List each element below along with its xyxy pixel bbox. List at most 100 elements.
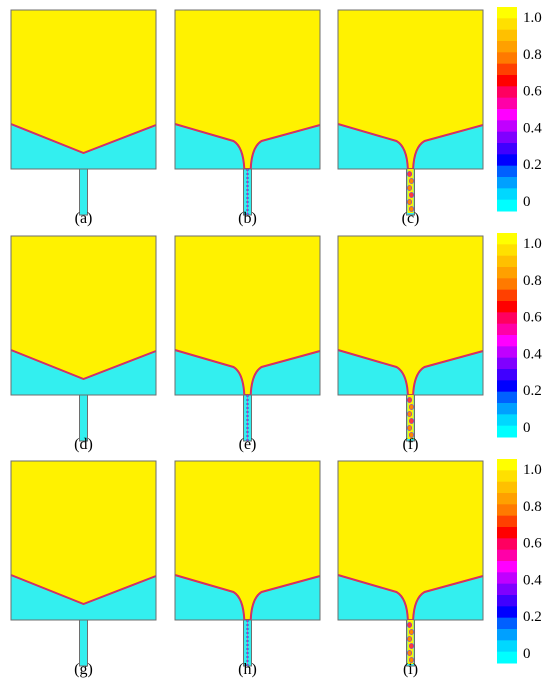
panel-h: (h) [174, 460, 321, 678]
colorbar-band [497, 244, 517, 257]
channel-droplet [408, 178, 414, 184]
colorbar-tick-label: 0 [523, 646, 531, 662]
colorbar-band [497, 538, 517, 551]
colorbar-band [497, 640, 517, 653]
colorbar-tick-label: 0.2 [523, 383, 542, 399]
colorbar-tick-label: 0 [523, 420, 531, 436]
colorbar-tick-label: 0.8 [523, 273, 542, 289]
colorbar-band [497, 188, 517, 201]
colorbar-band [497, 143, 517, 155]
chamber-upper-phase [11, 461, 156, 604]
panel-b: (b) [174, 9, 321, 227]
colorbar-band [497, 131, 517, 144]
channel-droplet [408, 404, 414, 410]
chamber-upper-phase [175, 236, 320, 395]
channel-droplet [406, 425, 412, 431]
colorbar-band [497, 561, 517, 573]
colorbar-band [497, 515, 517, 528]
colorbar-band [497, 199, 517, 212]
colorbar-band [497, 177, 517, 189]
colorbar-band [497, 278, 517, 291]
colorbar-band [497, 86, 517, 99]
channel-droplet [408, 432, 414, 438]
colorbar-2: 1.0 0.8 0.6 0.4 0.2 0 [497, 233, 542, 438]
colorbar-band [497, 651, 517, 664]
channel-droplet [408, 629, 414, 635]
colorbar-band [497, 335, 517, 347]
panel-d: (d) [10, 235, 157, 453]
channel-droplet [406, 171, 412, 177]
colorbar-tick-label: 0 [523, 194, 531, 210]
panel-label: (g) [74, 661, 93, 678]
panel-e: (e) [174, 235, 321, 453]
colorbar-band [497, 7, 517, 19]
channel-droplet [406, 650, 412, 656]
channel-fluid-column [407, 169, 414, 213]
colorbar-band [497, 527, 517, 539]
channel-fluid-column [407, 395, 414, 439]
chamber-upper-phase [338, 461, 483, 620]
chamber-upper-phase [175, 461, 320, 620]
colorbar-tick-label: 0.8 [523, 499, 542, 515]
interface-core [10, 574, 157, 605]
chamber-upper-phase [338, 236, 483, 395]
channel-droplet [406, 199, 412, 205]
colorbar-band [497, 165, 517, 178]
chamber-upper-phase [175, 10, 320, 169]
interface-core [10, 349, 157, 380]
colorbar-tick-label: 0.8 [523, 47, 542, 63]
panel-a: (a) [10, 9, 157, 227]
colorbar-band [497, 41, 517, 53]
colorbar-band [497, 154, 517, 167]
colorbar-band [497, 323, 517, 336]
colorbar-tick-label: 1.0 [523, 236, 542, 252]
colorbars-group: 1.0 0.8 0.6 0.4 0.2 0 1.0 0.8 0.6 0.4 0.2 0 1.0 0.8 0.… [497, 7, 542, 664]
channel-droplet [406, 622, 412, 628]
colorbar-band [497, 470, 517, 483]
panel-i: (i) [337, 460, 484, 678]
channel-droplet [408, 192, 414, 198]
colorbar-band [497, 391, 517, 404]
colorbar-1: 1.0 0.8 0.6 0.4 0.2 0 [497, 7, 542, 212]
colorbar-band [497, 425, 517, 438]
outlet-channel [79, 394, 88, 442]
colorbar-band [497, 481, 517, 494]
panel-label: (e) [239, 436, 257, 453]
colorbar-band [497, 549, 517, 562]
panel-f: (f) [337, 235, 484, 453]
colorbar-band [497, 301, 517, 313]
colorbar-band [497, 583, 517, 596]
colorbar-band [497, 267, 517, 279]
colorbar-tick-label: 0.6 [523, 310, 542, 326]
colorbar-band [497, 380, 517, 393]
colorbar-band [497, 606, 517, 619]
panel-label: (a) [75, 210, 93, 227]
channel-fluid-column [407, 620, 414, 664]
colorbar-band [497, 504, 517, 517]
colorbar-band [497, 403, 517, 415]
interface-core [10, 123, 157, 154]
colorbar-tick-label: 0.6 [523, 84, 542, 100]
colorbar-band [497, 120, 517, 133]
chamber-upper-phase [11, 236, 156, 379]
colorbar-band [497, 29, 517, 42]
outlet-channel [79, 168, 88, 216]
chamber-upper-phase [338, 10, 483, 169]
colorbar-tick-label: 0.4 [523, 120, 542, 136]
channel-droplet [406, 185, 412, 191]
colorbar-band [497, 459, 517, 471]
colorbar-band [497, 346, 517, 359]
colorbar-tick-label: 0.2 [523, 157, 542, 173]
colorbar-band [497, 414, 517, 427]
colorbar-band [497, 289, 517, 302]
outlet-channel [79, 619, 88, 667]
panel-label: (b) [238, 210, 257, 227]
panel-label: (f) [403, 436, 419, 453]
colorbar-band [497, 369, 517, 381]
channel-droplet [408, 643, 414, 649]
channel-droplet [406, 636, 412, 642]
channel-droplet [406, 397, 412, 403]
colorbar-band [497, 312, 517, 325]
channel-droplet [408, 418, 414, 424]
